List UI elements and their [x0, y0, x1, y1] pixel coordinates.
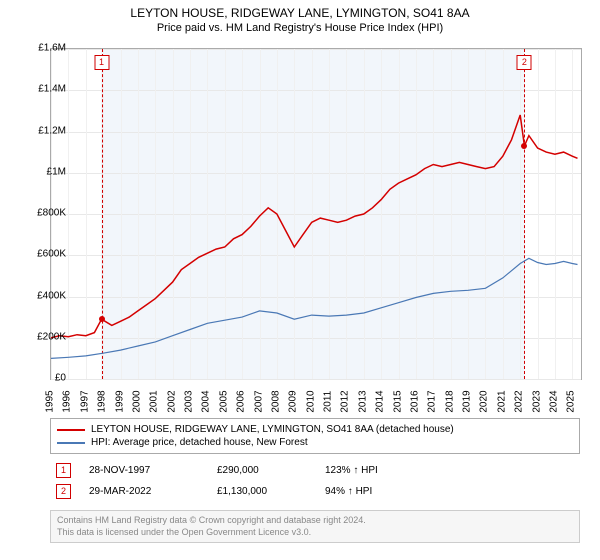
x-tick-label: 2019	[462, 390, 473, 412]
x-tick-label: 2009	[288, 390, 299, 412]
x-tick-label: 2016	[409, 390, 420, 412]
x-tick-label: 2004	[201, 390, 212, 412]
x-tick-label: 2008	[270, 390, 281, 412]
x-tick-label: 2010	[305, 390, 316, 412]
title-sub: Price paid vs. HM Land Registry's House …	[0, 22, 600, 34]
footer-line: Contains HM Land Registry data © Crown c…	[57, 515, 573, 527]
x-tick-label: 2007	[253, 390, 264, 412]
series-price_paid	[51, 115, 578, 338]
chart-plot-area: 12	[50, 48, 582, 380]
x-tick-label: 2021	[496, 390, 507, 412]
legend-swatch	[57, 429, 85, 431]
x-tick-label: 2025	[566, 390, 577, 412]
x-tick-label: 2014	[375, 390, 386, 412]
y-tick-label: £0	[20, 373, 66, 384]
sale-price: £1,130,000	[217, 486, 307, 497]
sale-index-box: 1	[56, 463, 71, 478]
x-tick-label: 2013	[357, 390, 368, 412]
y-tick-label: £600K	[20, 249, 66, 260]
series-hpi	[51, 258, 578, 358]
x-tick-label: 2002	[166, 390, 177, 412]
x-tick-label: 2024	[548, 390, 559, 412]
footer-attribution: Contains HM Land Registry data © Crown c…	[50, 510, 580, 543]
footer-line: This data is licensed under the Open Gov…	[57, 527, 573, 539]
sale-date: 28-NOV-1997	[89, 465, 199, 476]
x-tick-label: 1995	[45, 390, 56, 412]
x-tick-label: 2000	[131, 390, 142, 412]
chart-container: LEYTON HOUSE, RIDGEWAY LANE, LYMINGTON, …	[0, 0, 600, 560]
sales-table: 1 28-NOV-1997 £290,000 123% ↑ HPI 2 29-M…	[50, 460, 580, 502]
legend-label: LEYTON HOUSE, RIDGEWAY LANE, LYMINGTON, …	[91, 424, 454, 435]
y-tick-label: £1.2M	[20, 125, 66, 136]
x-tick-label: 2011	[323, 391, 334, 413]
x-tick-label: 2017	[427, 390, 438, 412]
y-tick-label: £1.4M	[20, 84, 66, 95]
x-tick-label: 2015	[392, 390, 403, 412]
y-tick-label: £800K	[20, 208, 66, 219]
sale-date: 29-MAR-2022	[89, 486, 199, 497]
y-tick-label: £200K	[20, 331, 66, 342]
x-tick-label: 2012	[340, 390, 351, 412]
legend-item: LEYTON HOUSE, RIDGEWAY LANE, LYMINGTON, …	[57, 423, 573, 436]
x-tick-label: 2018	[444, 390, 455, 412]
x-tick-label: 1998	[97, 390, 108, 412]
x-tick-label: 2022	[514, 390, 525, 412]
x-tick-label: 2006	[236, 390, 247, 412]
x-tick-label: 1997	[79, 390, 90, 412]
y-tick-label: £1M	[20, 166, 66, 177]
x-tick-label: 2003	[184, 390, 195, 412]
title-block: LEYTON HOUSE, RIDGEWAY LANE, LYMINGTON, …	[0, 0, 600, 34]
legend-label: HPI: Average price, detached house, New …	[91, 437, 308, 448]
y-tick-label: £400K	[20, 290, 66, 301]
legend: LEYTON HOUSE, RIDGEWAY LANE, LYMINGTON, …	[50, 418, 580, 454]
x-tick-label: 2005	[218, 390, 229, 412]
sale-row: 1 28-NOV-1997 £290,000 123% ↑ HPI	[50, 460, 580, 481]
legend-item: HPI: Average price, detached house, New …	[57, 436, 573, 449]
sale-index-box: 2	[56, 484, 71, 499]
sale-pct: 123% ↑ HPI	[325, 465, 435, 476]
sale-row: 2 29-MAR-2022 £1,130,000 94% ↑ HPI	[50, 481, 580, 502]
x-tick-label: 1999	[114, 390, 125, 412]
x-tick-label: 2020	[479, 390, 490, 412]
y-tick-label: £1.6M	[20, 43, 66, 54]
title-main: LEYTON HOUSE, RIDGEWAY LANE, LYMINGTON, …	[0, 6, 600, 20]
sale-pct: 94% ↑ HPI	[325, 486, 435, 497]
sale-price: £290,000	[217, 465, 307, 476]
legend-swatch	[57, 442, 85, 444]
chart-lines	[51, 49, 581, 379]
x-tick-label: 2001	[149, 390, 160, 412]
x-tick-label: 2023	[531, 390, 542, 412]
x-tick-label: 1996	[62, 390, 73, 412]
